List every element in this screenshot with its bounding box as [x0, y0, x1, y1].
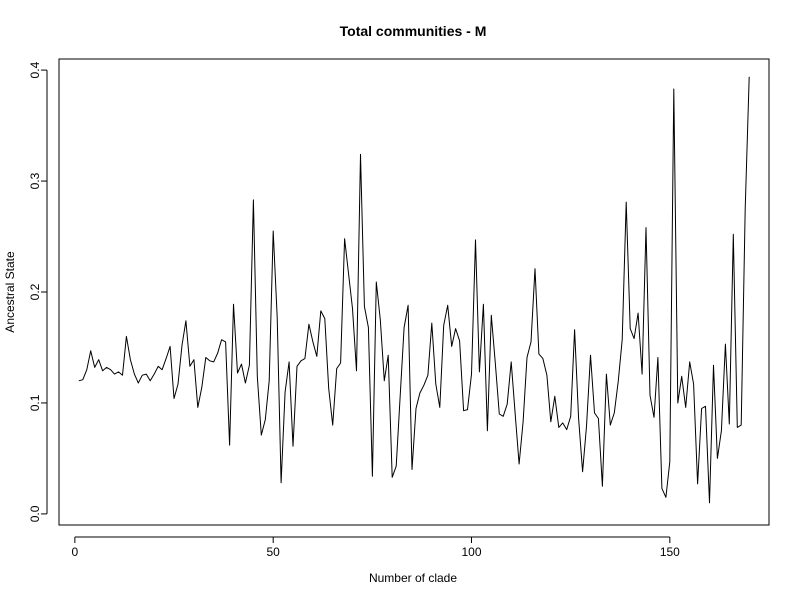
plot-area-border: [58, 58, 770, 526]
x-tick-label: 0: [72, 545, 79, 559]
y-axis: 0.0 0.1 0.2 0.3 0.4: [28, 61, 48, 522]
y-tick-label: 0.2: [28, 283, 42, 300]
y-axis-label: Ancestral State: [3, 251, 17, 333]
y-tick-label: 0.4: [28, 61, 42, 78]
x-tick-label: 150: [660, 545, 680, 559]
x-axis: 0 50 100 150: [72, 536, 680, 559]
x-tick-label: 50: [267, 545, 281, 559]
series-line: [78, 76, 750, 504]
y-tick-label: 0.3: [28, 172, 42, 189]
y-tick-label: 0.0: [28, 505, 42, 522]
x-tick-label: 100: [461, 545, 481, 559]
y-tick-label: 0.1: [28, 394, 42, 411]
x-axis-label: Number of clade: [369, 571, 457, 585]
chart-title: Total communities - M: [340, 23, 487, 39]
series-layer: [78, 76, 750, 504]
